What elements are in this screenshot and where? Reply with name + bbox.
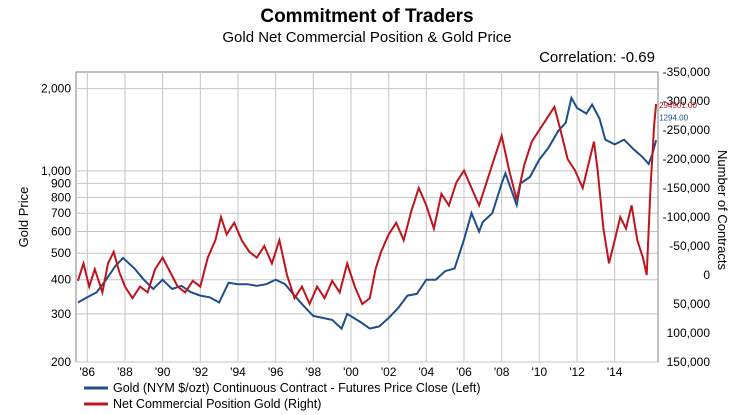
left-tick-label: 700 bbox=[51, 206, 71, 220]
right-tick-label: 150,000 bbox=[667, 355, 711, 369]
series-line-net-commercial bbox=[76, 103, 658, 307]
right-tick-label: -350,000 bbox=[663, 65, 711, 79]
x-tick-label: '86 bbox=[79, 365, 95, 379]
legend-label-net-commercial: Net Commercial Position Gold (Right) bbox=[113, 397, 321, 411]
x-tick-label: '06 bbox=[456, 365, 472, 379]
left-tick-label: 400 bbox=[51, 273, 71, 287]
right-axis-ticks: -350,000 -300,000 -250,000 -200,000 -150,000… bbox=[663, 65, 711, 369]
gridlines bbox=[76, 72, 658, 363]
x-tick-label: '94 bbox=[230, 365, 246, 379]
end-label-gold: 1294.00 bbox=[659, 113, 688, 122]
legend-label-gold: Gold (NYM $/ozt) Continuous Contract - F… bbox=[113, 381, 481, 395]
left-tick-label: 800 bbox=[51, 190, 71, 204]
left-tick-label: 300 bbox=[51, 307, 71, 321]
right-tick-label: 100,000 bbox=[667, 326, 711, 340]
left-tick-label: 600 bbox=[51, 225, 71, 239]
right-tick-label: -50,000 bbox=[669, 239, 710, 253]
right-tick-label: -200,000 bbox=[663, 152, 711, 166]
x-tick-label: '00 bbox=[343, 365, 359, 379]
x-tick-label: '10 bbox=[532, 365, 548, 379]
series-line-gold bbox=[77, 95, 658, 331]
left-tick-label: 500 bbox=[51, 246, 71, 260]
left-tick-label: 900 bbox=[51, 176, 71, 190]
correlation-annotation: Correlation: -0.69 bbox=[539, 49, 655, 66]
chart-title: Commitment of Traders bbox=[260, 6, 473, 27]
x-tick-label: '90 bbox=[155, 365, 171, 379]
left-axis-label: Gold Price bbox=[16, 187, 31, 248]
x-axis-ticks: '86 '88 '90 '92 '94 '96 '98 '00 '02 '04 '06 '08 '10 '… bbox=[79, 365, 622, 379]
right-tick-label: -250,000 bbox=[663, 123, 711, 137]
x-tick-label: '08 bbox=[494, 365, 510, 379]
x-tick-label: '14 bbox=[607, 365, 623, 379]
x-tick-label: '96 bbox=[268, 365, 284, 379]
end-label-net-commercial: 294901.00 bbox=[659, 101, 697, 110]
left-tick-label: 200 bbox=[51, 355, 71, 369]
left-tick-label: 1,000 bbox=[41, 164, 71, 178]
x-tick-label: '12 bbox=[569, 365, 585, 379]
right-tick-label: -100,000 bbox=[663, 210, 711, 224]
right-tick-label: 50,000 bbox=[673, 297, 710, 311]
legend: Gold (NYM $/ozt) Continuous Contract - F… bbox=[84, 381, 481, 411]
right-tick-label: -150,000 bbox=[663, 181, 711, 195]
right-tick-label: 0 bbox=[703, 268, 710, 282]
x-tick-label: '88 bbox=[117, 365, 133, 379]
chart-subtitle: Gold Net Commercial Position & Gold Pric… bbox=[222, 29, 511, 46]
left-tick-label: 2,000 bbox=[41, 82, 71, 96]
x-tick-label: '92 bbox=[192, 365, 208, 379]
x-tick-label: '04 bbox=[419, 365, 435, 379]
x-tick-label: '02 bbox=[381, 365, 397, 379]
x-tick-label: '98 bbox=[306, 365, 322, 379]
right-tick-label: -300,000 bbox=[663, 94, 711, 108]
right-axis-label: Number of Contracts bbox=[715, 150, 730, 270]
